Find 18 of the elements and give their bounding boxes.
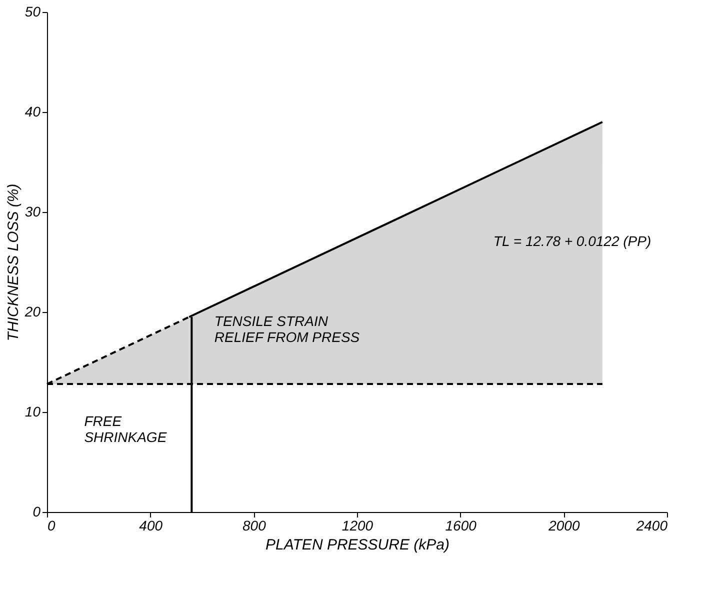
x-tick-label: 400	[139, 518, 163, 534]
x-tick-label: 2400	[635, 518, 668, 534]
x-tick-label: 2000	[548, 518, 580, 534]
y-tick-label: 50	[24, 4, 41, 20]
annotation: TENSILE STRAIN RELIEF FROM PRESS	[214, 313, 360, 345]
y-tick-label: 10	[24, 404, 41, 420]
annotation: FREE SHRINKAGE	[84, 413, 168, 445]
x-tick-label: 1600	[445, 518, 477, 534]
y-tick-label: 30	[24, 204, 41, 220]
y-tick-label: 40	[24, 104, 41, 120]
x-tick-label: 0	[48, 518, 56, 534]
y-axis-title: THICKNESS LOSS (%)	[4, 184, 22, 342]
y-tick-label: 0	[32, 504, 41, 520]
annotation: TL = 12.78 + 0.0122 (PP)	[493, 233, 652, 249]
x-axis-title: PLATEN PRESSURE (kPa)	[266, 536, 450, 554]
x-tick-label: 800	[242, 518, 266, 534]
y-tick-label: 20	[24, 304, 41, 320]
x-tick-label: 1200	[342, 518, 374, 534]
